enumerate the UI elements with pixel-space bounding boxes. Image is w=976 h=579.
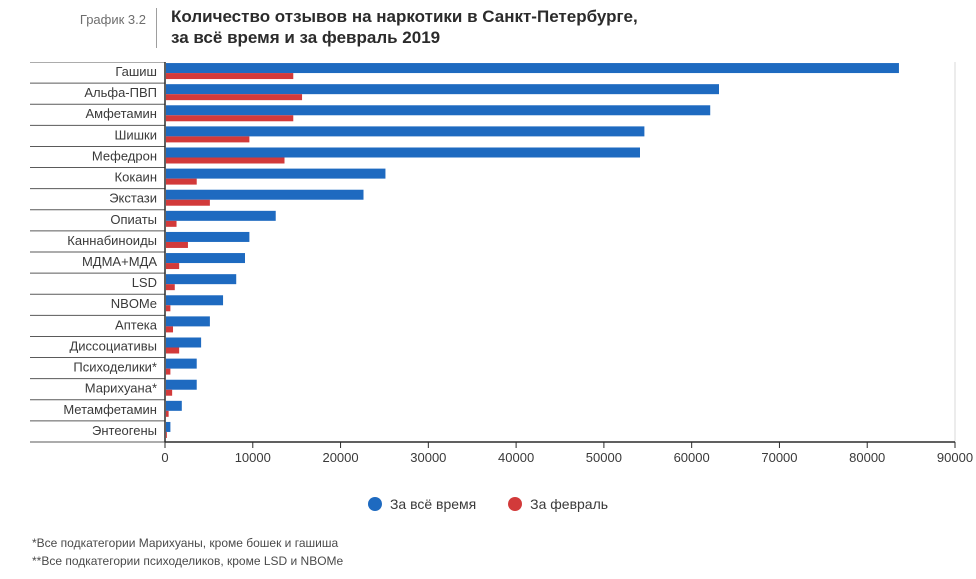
chart-title-line1: Количество отзывов на наркотики в Санкт-… bbox=[171, 6, 638, 27]
legend-item-feb: За февраль bbox=[508, 496, 608, 512]
category-label: NBOMe bbox=[111, 296, 157, 311]
chart-svg: Гашиш Альфа-ПВП Амфетамин Шишки Мефедрон Кока… bbox=[0, 62, 976, 492]
legend-label-feb: За февраль bbox=[530, 496, 608, 512]
category-label: Каннабиноиды bbox=[67, 233, 157, 248]
chart-tag: График 3.2 bbox=[0, 6, 156, 27]
category-label: Метамфетамин bbox=[63, 402, 157, 417]
bar-feb bbox=[166, 158, 285, 164]
bar-all bbox=[166, 401, 182, 411]
x-tick-label: 80000 bbox=[849, 450, 885, 465]
bar-feb bbox=[166, 263, 179, 269]
bar-all bbox=[166, 338, 201, 348]
bar-all bbox=[166, 126, 644, 136]
category-label: Альфа-ПВП bbox=[84, 85, 157, 100]
bar-feb bbox=[166, 432, 167, 438]
bar-all bbox=[166, 295, 223, 305]
bar-all bbox=[166, 359, 197, 369]
bar-feb bbox=[166, 242, 188, 248]
x-tick-label: 90000 bbox=[937, 450, 973, 465]
bar-all bbox=[166, 105, 710, 115]
category-label: Шишки bbox=[114, 127, 157, 142]
bar-feb bbox=[166, 115, 293, 121]
bar-all bbox=[166, 232, 249, 242]
chart-legend: За всё время За февраль bbox=[0, 496, 976, 514]
bar-all bbox=[166, 190, 364, 200]
category-label: Аптека bbox=[115, 317, 158, 332]
bar-feb bbox=[166, 179, 197, 185]
bar-feb bbox=[166, 369, 170, 375]
bar-all bbox=[166, 274, 236, 284]
category-label: Экстази bbox=[109, 191, 157, 206]
category-label: Психоделики* bbox=[73, 360, 157, 375]
bar-all bbox=[166, 422, 170, 432]
bar-all bbox=[166, 84, 719, 94]
category-label: Амфетамин bbox=[85, 106, 157, 121]
x-tick-label: 70000 bbox=[761, 450, 797, 465]
x-tick-label: 10000 bbox=[235, 450, 271, 465]
bar-all bbox=[166, 211, 276, 221]
category-label: Опиаты bbox=[110, 212, 157, 227]
bar-all bbox=[166, 253, 245, 263]
bar-feb bbox=[166, 221, 177, 227]
bar-feb bbox=[166, 305, 170, 311]
bar-feb bbox=[166, 390, 172, 396]
x-tick-label: 0 bbox=[161, 450, 168, 465]
bar-all bbox=[166, 169, 385, 179]
category-label: Диссоциативы bbox=[69, 338, 157, 353]
category-label: LSD bbox=[132, 275, 157, 290]
x-tick-label: 20000 bbox=[322, 450, 358, 465]
x-tick-label: 60000 bbox=[674, 450, 710, 465]
bar-feb bbox=[166, 284, 175, 290]
footnote-2: **Все подкатегории психоделиков, кроме L… bbox=[32, 552, 343, 570]
bar-feb bbox=[166, 94, 302, 100]
chart-title-line2: за всё время и за февраль 2019 bbox=[171, 27, 638, 48]
legend-dot-all bbox=[368, 497, 382, 511]
bar-feb bbox=[166, 411, 169, 417]
bar-feb bbox=[166, 326, 173, 332]
legend-dot-feb bbox=[508, 497, 522, 511]
bar-feb bbox=[166, 73, 293, 79]
category-label: Марихуана* bbox=[85, 381, 157, 396]
bar-all bbox=[166, 63, 899, 73]
x-tick-label: 50000 bbox=[586, 450, 622, 465]
footnotes: *Все подкатегории Марихуаны, кроме бошек… bbox=[32, 534, 343, 570]
bar-feb bbox=[166, 348, 179, 354]
category-label: Кокаин bbox=[115, 170, 157, 185]
legend-item-all: За всё время bbox=[368, 496, 476, 512]
legend-label-all: За всё время bbox=[390, 496, 476, 512]
category-label: Энтеогены bbox=[92, 423, 157, 438]
x-tick-label: 40000 bbox=[498, 450, 534, 465]
chart-title: Количество отзывов на наркотики в Санкт-… bbox=[157, 6, 638, 49]
bar-all bbox=[166, 316, 210, 326]
page-root: График 3.2 Количество отзывов на наркоти… bbox=[0, 0, 976, 579]
category-label: Гашиш bbox=[115, 64, 157, 79]
bar-all bbox=[166, 148, 640, 158]
category-label: Мефедрон bbox=[92, 148, 157, 163]
bar-feb bbox=[166, 136, 249, 142]
chart-header: График 3.2 Количество отзывов на наркоти… bbox=[0, 6, 638, 54]
footnote-1: *Все подкатегории Марихуаны, кроме бошек… bbox=[32, 534, 343, 552]
category-label: МДМА+МДА bbox=[82, 254, 157, 269]
x-tick-label: 30000 bbox=[410, 450, 446, 465]
chart-area: Гашиш Альфа-ПВП Амфетамин Шишки Мефедрон Кока… bbox=[0, 62, 976, 492]
bar-feb bbox=[166, 200, 210, 206]
bar-all bbox=[166, 380, 197, 390]
